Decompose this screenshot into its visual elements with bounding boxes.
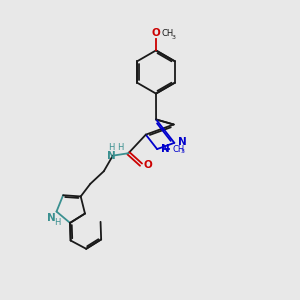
Text: H: H xyxy=(55,218,61,227)
Text: N: N xyxy=(161,144,170,154)
Text: N: N xyxy=(178,136,187,147)
Text: CH: CH xyxy=(172,145,184,154)
Text: CH: CH xyxy=(161,29,174,38)
Text: N: N xyxy=(46,213,55,223)
Text: H: H xyxy=(117,143,123,152)
Text: 3: 3 xyxy=(172,35,176,40)
Text: H: H xyxy=(108,143,115,152)
Text: O: O xyxy=(143,160,152,170)
Text: N: N xyxy=(107,151,116,160)
Text: 3: 3 xyxy=(180,149,184,154)
Text: O: O xyxy=(152,28,160,38)
